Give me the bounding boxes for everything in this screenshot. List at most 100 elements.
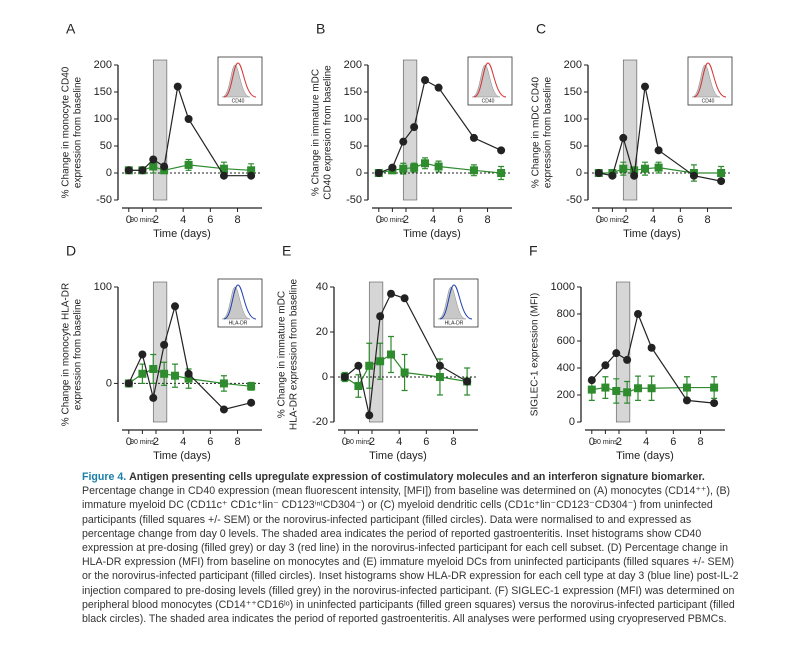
x-tick-label: 0: [342, 436, 348, 448]
y-tick-label: 0: [576, 167, 582, 179]
data-point: [619, 164, 628, 173]
x-tick-label: 2: [403, 214, 409, 226]
x-axis-label: Time (days): [153, 450, 211, 462]
y-tick-label: 0: [569, 416, 575, 428]
data-point: [710, 399, 719, 408]
data-point: [434, 83, 443, 92]
data-point: [171, 371, 180, 380]
data-point: [149, 155, 158, 164]
x-tick-label: 0: [126, 214, 132, 226]
panel-letter: D: [66, 243, 76, 259]
inset-label: HLA-DR: [445, 320, 464, 326]
inset-day3: [223, 62, 257, 98]
inset-day3: [473, 62, 507, 98]
data-point: [601, 361, 610, 370]
data-point: [138, 166, 147, 175]
x-tick-label: 0: [376, 214, 382, 226]
y-axis-label: expression from baseline: [543, 76, 554, 188]
data-point: [149, 393, 158, 402]
data-point: [149, 364, 158, 373]
data-point: [247, 166, 256, 175]
inset-predose: [691, 64, 721, 98]
data-point: [497, 146, 506, 155]
data-point: [160, 340, 169, 349]
inset-predose: [437, 286, 467, 320]
x-tick-label: 6: [670, 436, 676, 448]
x-axis-label: Time (days): [623, 228, 681, 240]
y-tick-label: 0: [356, 167, 362, 179]
data-point: [160, 162, 169, 171]
data-point: [717, 169, 726, 177]
y-axis-label: expression from baseline: [73, 76, 84, 188]
y-tick-label: -50: [346, 194, 362, 206]
data-point: [184, 160, 193, 169]
panel-letter: B: [316, 21, 325, 37]
x-axis-label: Time (days): [153, 228, 211, 240]
inset-histogram: HLA-DR: [433, 278, 479, 328]
data-point: [717, 177, 726, 186]
y-axis-label: SIGLEC-1 expression (MFI): [530, 293, 541, 416]
data-point: [619, 133, 628, 142]
data-point: [421, 76, 430, 85]
y-tick-label: 100: [94, 113, 112, 125]
x-tick-label: 4: [180, 214, 186, 226]
data-point: [160, 369, 169, 378]
x-tick-label: 2: [153, 436, 159, 448]
shaded-period: [152, 281, 168, 423]
x-axis-label: Time (days): [616, 450, 674, 462]
panel-letter: A: [66, 21, 76, 37]
data-point: [354, 361, 363, 370]
x-tick-label: 8: [234, 436, 240, 448]
x-tick-label: 6: [207, 214, 213, 226]
caption-title: Antigen presenting cells upregulate expr…: [129, 471, 705, 483]
data-point: [399, 164, 408, 173]
y-axis-label: CD40 expresion from baseline: [323, 65, 334, 200]
y-tick-label: 100: [344, 113, 362, 125]
y-tick-label: 600: [557, 335, 575, 347]
shaded-period: [152, 59, 168, 201]
series-line: [344, 293, 468, 416]
y-axis-label: % Change in monocyte CD40: [61, 66, 72, 198]
x-tick-label: 8: [697, 436, 703, 448]
data-point: [623, 388, 632, 397]
data-point: [634, 310, 643, 318]
x-tick-label: 8: [450, 436, 456, 448]
panel-letter: E: [282, 243, 291, 259]
x-tick-label: 8: [704, 214, 710, 226]
caption-label: Figure 4.: [82, 471, 127, 483]
data-point: [469, 166, 478, 175]
data-point: [247, 382, 256, 391]
inset-predose: [471, 64, 501, 98]
x-tick-label: 4: [396, 436, 402, 448]
data-point: [647, 384, 656, 393]
inset-predose: [221, 64, 251, 98]
y-tick-label: 800: [557, 308, 575, 320]
x-tick-label: 90 mins: [380, 217, 405, 224]
x-tick-label: 0: [596, 214, 602, 226]
panel-letter: F: [529, 243, 538, 259]
data-point: [374, 169, 383, 177]
x-tick-label: 90 mins: [130, 439, 155, 446]
x-tick-label: 8: [484, 214, 490, 226]
y-axis-label: expression from baseline: [73, 298, 84, 410]
x-tick-label: 6: [677, 214, 683, 226]
data-point: [682, 396, 691, 405]
x-tick-label: 6: [207, 436, 213, 448]
data-point: [184, 115, 193, 123]
x-tick-label: 6: [457, 214, 463, 226]
data-point: [219, 171, 228, 180]
y-tick-label: 1000: [551, 281, 575, 293]
data-point: [463, 377, 472, 386]
data-point: [399, 137, 408, 146]
data-point: [608, 171, 617, 180]
data-point: [630, 166, 639, 175]
data-point: [410, 163, 419, 172]
data-point: [469, 133, 478, 142]
data-point: [400, 294, 409, 303]
y-tick-label: 0: [106, 167, 112, 179]
series-line: [598, 86, 722, 182]
data-point: [247, 171, 256, 180]
caption: Figure 4. Antigen presenting cells upreg…: [82, 470, 742, 626]
